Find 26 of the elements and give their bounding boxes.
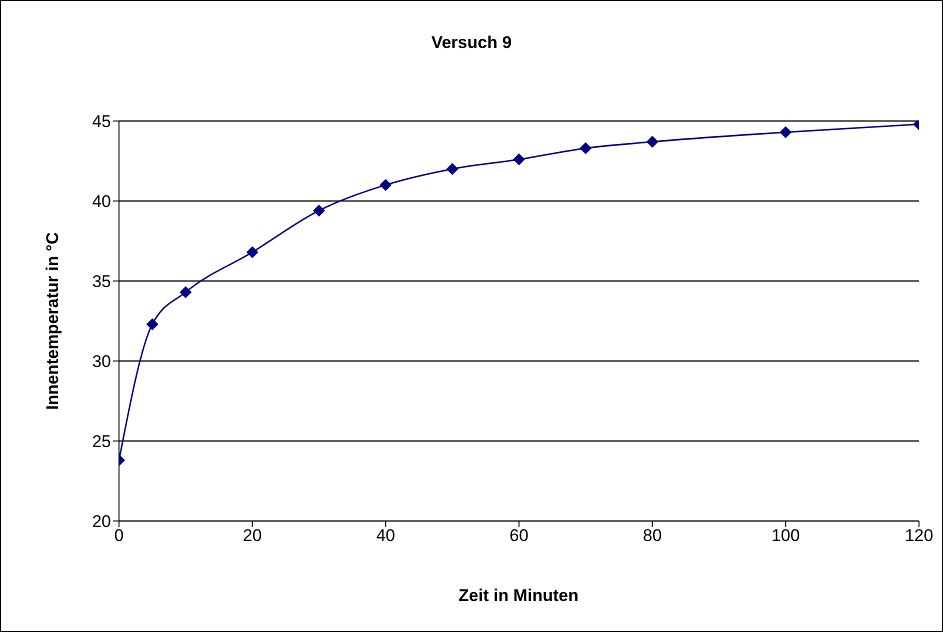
x-axis-title: Zeit in Minuten	[458, 586, 580, 606]
point	[513, 153, 525, 166]
x-tick-label: 100	[771, 526, 800, 546]
chart-title: Versuch 9	[430, 33, 513, 53]
y-axis-title: Innentemperatur in °C	[43, 232, 63, 410]
x-tick-label: 0	[114, 526, 124, 546]
point	[446, 163, 458, 175]
y-tick-label: 35	[92, 272, 111, 292]
y-tick-label: 40	[92, 192, 111, 212]
x-tick-label: 80	[642, 526, 662, 546]
x-tick-label: 20	[242, 526, 262, 546]
y-tick-label: 25	[92, 432, 111, 452]
x-tick-label: 40	[376, 526, 396, 546]
point	[580, 142, 592, 154]
point	[246, 246, 258, 258]
point	[313, 204, 325, 217]
y-tick-label: 45	[92, 112, 111, 132]
point	[146, 318, 158, 330]
point	[180, 286, 192, 298]
y-tick-label: 20	[92, 512, 111, 532]
point	[780, 126, 792, 138]
y-tick-label: 30	[92, 352, 111, 372]
x-tick-label: 120	[904, 526, 934, 546]
x-tick-label: 60	[510, 526, 528, 546]
point	[646, 136, 658, 148]
point	[380, 179, 392, 191]
